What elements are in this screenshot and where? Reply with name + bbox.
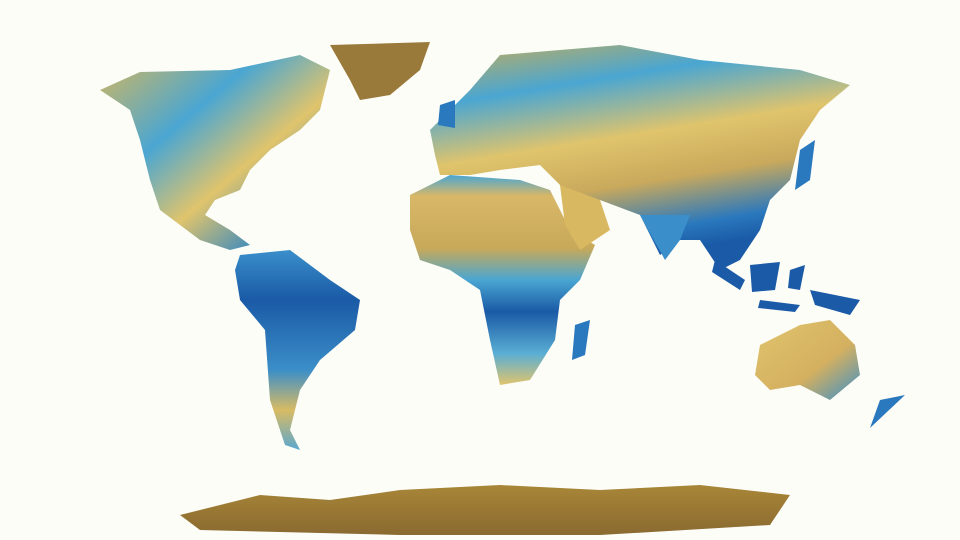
madagascar <box>572 320 590 360</box>
australia <box>755 320 860 400</box>
maritime-southeast-asia <box>712 260 860 315</box>
new-zealand <box>870 395 905 428</box>
south-america <box>235 250 360 450</box>
arabian-peninsula <box>560 185 610 250</box>
antarctica <box>180 485 790 535</box>
north-america <box>100 55 330 250</box>
africa <box>410 175 595 385</box>
indian-subcontinent <box>640 215 690 260</box>
uk-ireland <box>438 100 455 128</box>
eurasia <box>430 45 850 270</box>
greenland <box>330 42 430 100</box>
japan <box>795 140 815 190</box>
